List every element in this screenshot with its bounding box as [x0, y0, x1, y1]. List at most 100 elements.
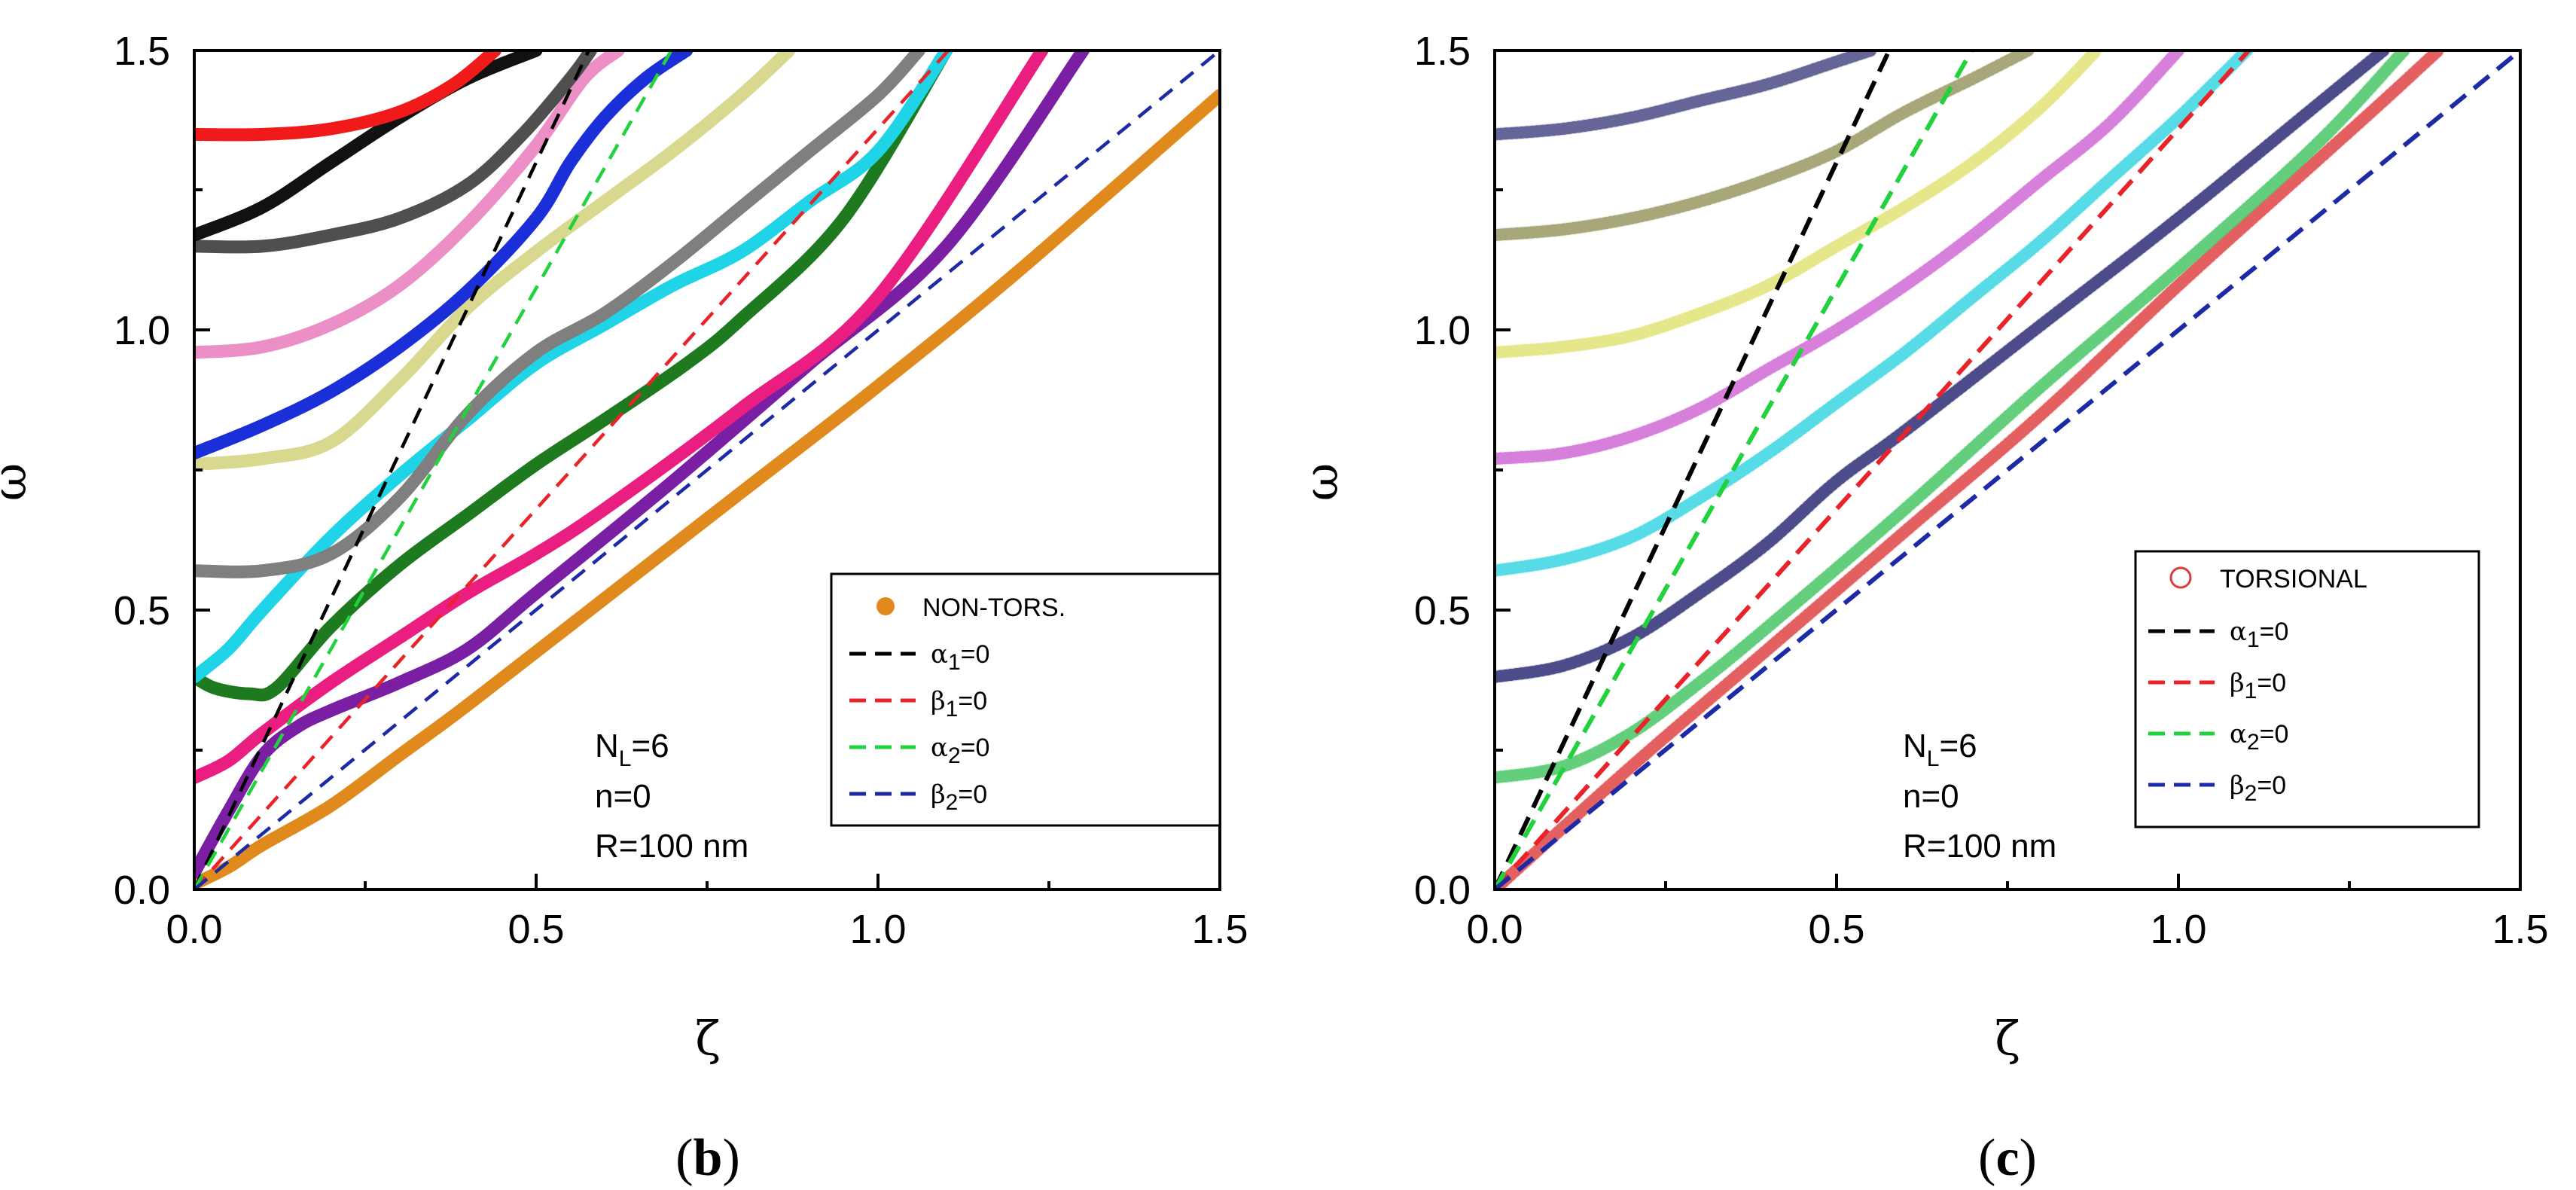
legend-subscript: 1: [2245, 679, 2257, 703]
anno-n-sub: L: [1927, 746, 1940, 771]
x-tick-label: 1.5: [2492, 907, 2548, 952]
series-purple: [194, 50, 1090, 880]
dashed-line-alpha1: [194, 50, 590, 889]
anno-mode: n=0: [1903, 778, 1959, 815]
dashed-line-alpha1: [1495, 50, 1892, 889]
panel-b-dashed-lines: [194, 50, 1220, 889]
panel-c-x-axis-label: ζ: [1995, 1011, 2020, 1066]
series-red-ring: [1495, 50, 2445, 889]
panel-c-curves: [1495, 50, 2445, 889]
panel-b-curves: [194, 50, 1220, 889]
legend-box: [2134, 550, 2480, 828]
series-khaki: [194, 50, 796, 471]
svg-text:NL=6: NL=6: [1903, 728, 1977, 771]
legend-entry-label: α1=0: [2230, 617, 2288, 652]
panel-b-y-axis-label: ω: [0, 463, 37, 502]
panel-b-legend: NON-TORS. α1=0β1=0α2=0β2=0: [830, 572, 1221, 827]
legend-symbol: β: [2230, 668, 2245, 698]
legend-symbol: α: [931, 639, 948, 670]
series-olive-ring: [1495, 50, 2035, 243]
series-markers: [1495, 50, 2390, 683]
legend-entry-label: β1=0: [2230, 668, 2286, 703]
legend-symbol: β: [2230, 770, 2245, 801]
y-tick-label: 0.5: [1414, 588, 1471, 633]
y-tick-label: 1.0: [1414, 308, 1471, 353]
series-darkgreen: [194, 50, 953, 702]
anno-n: N: [1903, 728, 1927, 764]
panel-c-label: (c): [1978, 1129, 2037, 1187]
series-red: [194, 50, 501, 142]
anno-n-val: =6: [631, 728, 669, 764]
legend-symbol: α: [2230, 719, 2247, 749]
legend-open-circle-marker: [2169, 566, 2192, 589]
panel-c-y-tick-labels: 0.0 0.5 1.0 1.5: [1414, 29, 1471, 913]
x-tick-label: 0.0: [1466, 907, 1523, 952]
legend-filled-circle-marker: [876, 597, 895, 615]
y-tick-label: 1.5: [114, 29, 170, 74]
y-tick-label: 1.0: [114, 308, 170, 353]
panel-b-chart: 0.0 0.5 1.0 1.5 0.0 0.5 1.0 1.5 ζ ω NL=6…: [0, 29, 1248, 1187]
dashed-line-beta2: [194, 50, 1220, 889]
series-navy-ring: [1495, 50, 2391, 684]
legend-symbol: α: [931, 733, 948, 763]
series-violet-ring: [1495, 50, 2185, 466]
x-tick-label: 1.0: [849, 907, 906, 952]
series-band: [1495, 50, 2035, 243]
dashed-line-beta2: [1495, 50, 2520, 889]
series-markers: [1495, 50, 2035, 242]
panel-b-x-tick-labels: 0.0 0.5 1.0 1.5: [166, 907, 1248, 952]
legend-subscript: 2: [946, 790, 959, 815]
y-tick-label: 0.0: [1414, 868, 1471, 913]
series-pink: [194, 50, 625, 359]
legend-value: =0: [961, 734, 990, 762]
panel-c-y-axis-label: ω: [1294, 463, 1349, 502]
legend-symbol: β: [931, 780, 946, 810]
y-tick-label: 0.0: [114, 868, 170, 913]
legend-subscript: 2: [2247, 730, 2260, 755]
anno-n-val: =6: [1939, 728, 1977, 764]
panel-c-annotation: NL=6 n=0 R=100 nm: [1903, 728, 2056, 865]
svg-text:NL=6: NL=6: [595, 728, 669, 771]
x-tick-label: 0.5: [1808, 907, 1864, 952]
legend-value: =0: [2260, 720, 2289, 749]
legend-entry-label: β1=0: [931, 686, 987, 722]
series-darkgray: [194, 50, 598, 254]
y-tick-label: 0.5: [114, 588, 170, 633]
legend-marker-label: TORSIONAL: [2220, 565, 2367, 593]
legend-box: [830, 572, 1221, 827]
legend-value: =0: [958, 780, 987, 809]
dashed-line-beta1: [1495, 50, 2251, 889]
series-slate-ring: [1495, 50, 1878, 142]
series-markers: [1495, 50, 1877, 141]
anno-radius: R=100 nm: [1903, 828, 2056, 865]
legend-symbol: α: [2230, 617, 2247, 647]
series-orange: [194, 88, 1220, 889]
legend-entry-label: β2=0: [931, 780, 987, 815]
panel-b-x-axis-label: ζ: [695, 1011, 721, 1066]
series-cyan-ring: [1495, 50, 2254, 578]
panel-c-x-tick-labels: 0.0 0.5 1.0 1.5: [1466, 907, 2548, 952]
legend-subscript: 2: [2245, 781, 2257, 806]
legend-entry-label: α1=0: [931, 639, 989, 675]
legend-marker-label: NON-TORS.: [922, 593, 1065, 622]
legend-symbol: β: [931, 686, 946, 716]
panel-c-dashed-lines: [1495, 50, 2520, 889]
x-tick-label: 1.5: [1191, 907, 1248, 952]
legend-value: =0: [958, 687, 987, 716]
series-yellow-ring: [1495, 50, 2103, 359]
panel-b-label: (b): [675, 1129, 740, 1187]
series-gray: [194, 50, 925, 578]
panel-b-tick-marks: [193, 188, 1050, 889]
legend-subscript: 1: [948, 650, 961, 675]
panel-c-tick-marks: [1493, 188, 2351, 889]
legend-subscript: 2: [948, 743, 961, 768]
anno-mode: n=0: [595, 778, 651, 815]
legend-entry-label: α2=0: [2230, 719, 2288, 755]
y-tick-label: 1.5: [1414, 29, 1471, 74]
panel-c-legend: TORSIONAL α1=0β1=0α2=0β2=0: [2134, 550, 2480, 828]
legend-value: =0: [2257, 771, 2286, 800]
legend-entry-label: β2=0: [2230, 770, 2286, 806]
panel-b-annotation: NL=6 n=0 R=100 nm: [595, 728, 748, 865]
x-tick-label: 1.0: [2150, 907, 2206, 952]
